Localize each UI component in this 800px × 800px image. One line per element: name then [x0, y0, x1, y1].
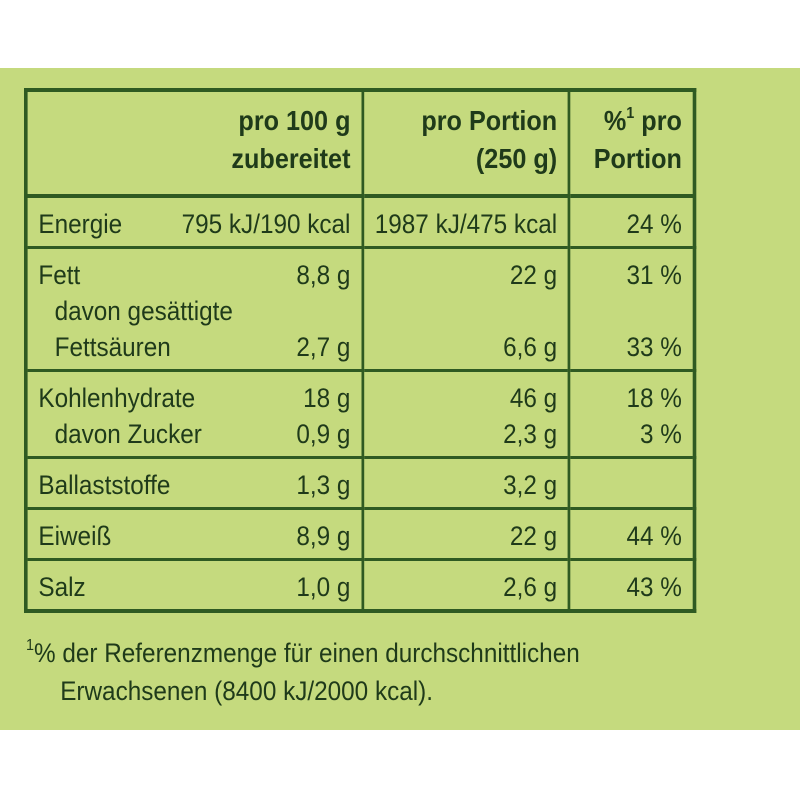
row-portion: 2,3 g — [361, 416, 571, 458]
row-portion: 2,6 g — [361, 558, 571, 611]
nutrition-table: pro 100 g zubereitet pro Portion (250 g)… — [24, 88, 697, 613]
table-row: Eiweiß 8,9 g 22 g 44 % — [24, 507, 696, 560]
cell-fett: Fett 8,8 g — [24, 246, 364, 293]
row-per100: 8,9 g — [296, 521, 351, 551]
table-row: Kohlenhydrate 18 g 46 g 18 % — [24, 369, 696, 416]
table-row: davon gesättigte Fettsäuren 2,7 g 6,6 g 3… — [24, 293, 696, 371]
row-per100: 8,8 g — [296, 260, 351, 290]
footnote-line2: Erwachsenen (8400 kJ/2000 kcal). — [60, 676, 434, 706]
row-label: Kohlenhydrate — [38, 383, 196, 413]
row-per100: 795 kJ/190 kcal — [181, 209, 351, 239]
cell-energie: Energie 795 kJ/190 kcal — [24, 194, 364, 248]
footnote-mark: 1 — [26, 637, 35, 654]
header-pct-symbol: % — [603, 105, 627, 136]
row-portion-cell: 6,6 g — [361, 293, 571, 371]
row-pct: 33 % — [626, 332, 682, 362]
cell-gesaettigte: davon gesättigte Fettsäuren 2,7 g — [24, 293, 364, 371]
row-label: Ballaststoffe — [38, 470, 171, 500]
header-pct-line2: Portion — [593, 143, 682, 174]
table-row: Energie 795 kJ/190 kcal 1987 kJ/475 kcal … — [24, 194, 696, 248]
row-pct: 44 % — [567, 507, 696, 560]
row-portion: 3,2 g — [361, 456, 571, 509]
row-label: davon gesättigte — [54, 296, 233, 326]
row-per100: 1,0 g — [296, 572, 351, 602]
table-row: Ballaststoffe 1,3 g 3,2 g — [24, 456, 696, 509]
row-portion: 22 g — [361, 507, 571, 560]
row-label-cont: Fettsäuren — [54, 332, 171, 362]
row-label: Energie — [38, 209, 123, 239]
header-pct: %1 pro Portion — [567, 90, 696, 198]
cell-eiweiss: Eiweiß 8,9 g — [24, 507, 364, 560]
header-per100-line1: pro 100 g — [238, 105, 351, 136]
row-per100: 0,9 g — [296, 419, 351, 449]
table-row: davon Zucker 0,9 g 2,3 g 3 % — [24, 416, 696, 458]
row-portion: 22 g — [361, 246, 571, 293]
row-pct: 24 % — [567, 194, 696, 248]
row-label: Salz — [38, 572, 86, 602]
row-pct: 3 % — [567, 416, 696, 458]
row-pct-cell: 33 % — [567, 293, 696, 371]
table-row: Salz 1,0 g 2,6 g 43 % — [24, 558, 696, 611]
header-portion-line2: (250 g) — [475, 143, 558, 174]
row-pct: 31 % — [567, 246, 696, 293]
header-pct-footnote-mark: 1 — [626, 104, 635, 122]
header-pct-line1: %1 pro — [581, 102, 682, 140]
header-portion: pro Portion (250 g) — [361, 90, 571, 198]
row-pct — [567, 456, 696, 509]
cell-salz: Salz 1,0 g — [24, 558, 364, 611]
cell-ballaststoffe: Ballaststoffe 1,3 g — [24, 456, 364, 509]
row-pct: 18 % — [567, 369, 696, 416]
row-portion: 46 g — [361, 369, 571, 416]
header-row: pro 100 g zubereitet pro Portion (250 g)… — [24, 90, 696, 198]
row-label: Fett — [38, 260, 81, 290]
row-pct: 43 % — [567, 558, 696, 611]
footnote-line1: 1% der Referenzmenge für einen durchschn… — [26, 634, 580, 672]
table-row: Fett 8,8 g 22 g 31 % — [24, 246, 696, 293]
row-per100: 18 g — [303, 383, 351, 413]
header-per100-line2: zubereitet — [231, 143, 351, 174]
cell-zucker: davon Zucker 0,9 g — [24, 416, 364, 458]
footnote-text: % der Referenzmenge für einen durchschni… — [34, 638, 580, 668]
row-per100: 1,3 g — [296, 470, 351, 500]
header-portion-line1: pro Portion — [421, 105, 558, 136]
header-per100: pro 100 g zubereitet — [24, 90, 364, 198]
cell-kohlenhydrate: Kohlenhydrate 18 g — [24, 369, 364, 416]
nutrition-panel: pro 100 g zubereitet pro Portion (250 g)… — [0, 68, 800, 730]
row-portion: 1987 kJ/475 kcal — [361, 194, 571, 248]
header-pct-pro: pro — [634, 105, 682, 136]
footnote: 1% der Referenzmenge für einen durchschn… — [26, 634, 580, 710]
row-portion: 6,6 g — [503, 332, 558, 362]
row-label: davon Zucker — [54, 419, 202, 449]
row-per100: 2,7 g — [296, 332, 351, 362]
row-label: Eiweiß — [38, 521, 112, 551]
